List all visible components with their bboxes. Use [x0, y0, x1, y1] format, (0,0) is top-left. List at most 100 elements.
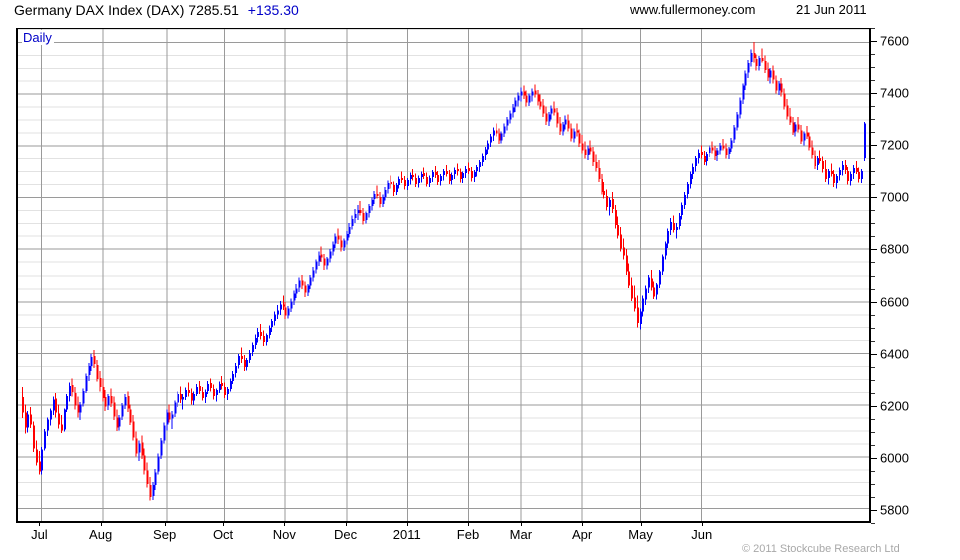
- candlestick-bar: [110, 395, 113, 404]
- candlestick-bar: [822, 161, 825, 170]
- candlestick-bar: [645, 288, 648, 300]
- y-tick-mark-minor: [871, 497, 875, 498]
- candlestick-bar: [473, 172, 476, 178]
- candlestick-bar: [298, 280, 301, 288]
- x-axis-tick-label: Mar: [509, 527, 533, 542]
- y-tick-mark-minor: [871, 28, 875, 29]
- candlestick-bar: [152, 485, 155, 497]
- x-tick-mark: [582, 522, 583, 526]
- candlestick-bar: [141, 442, 144, 456]
- candlestick-bar: [570, 128, 573, 139]
- candlestick-bar: [489, 136, 492, 143]
- candlestick-bar: [850, 174, 853, 182]
- candlestick-bar: [251, 345, 254, 353]
- candlestick-bar: [500, 133, 503, 141]
- x-tick-mark: [223, 522, 224, 526]
- candlestick-bar: [792, 122, 795, 133]
- y-tick-mark-major: [871, 145, 877, 146]
- y-axis-tick-label: 6400: [880, 346, 909, 362]
- candlestick-bar: [817, 158, 820, 166]
- candlestick-bar: [666, 230, 669, 244]
- candlestick-bar: [96, 364, 99, 379]
- candlestick-bar: [227, 388, 230, 394]
- candlestick-bar: [74, 392, 77, 406]
- candlestick-bar: [318, 255, 321, 262]
- y-tick-mark-major: [871, 249, 877, 250]
- candlestick-bar: [603, 191, 606, 195]
- candlestick-bar: [265, 335, 268, 343]
- candlestick-bar: [478, 162, 481, 168]
- y-tick-mark-minor: [871, 393, 875, 394]
- candlestick-bar: [634, 297, 637, 309]
- candlestick-bar: [769, 70, 772, 78]
- candlestick-bar: [567, 120, 570, 129]
- candlestick-bar: [343, 240, 346, 248]
- candlestick-bar: [384, 190, 387, 197]
- chart-plot-area: Daily: [16, 28, 871, 523]
- x-tick-mark: [521, 522, 522, 526]
- candlestick-bar: [475, 167, 478, 172]
- candlestick-bar: [486, 143, 489, 150]
- candlestick-bar: [651, 278, 654, 288]
- candlestick-bar: [323, 258, 326, 266]
- candlestick-bar: [484, 149, 487, 156]
- candlestick-bar: [553, 108, 556, 113]
- candlestick-bar: [237, 356, 240, 365]
- candlestick-bar: [856, 168, 859, 173]
- candlestick-bar: [337, 235, 340, 240]
- candlestick-bar: [210, 382, 213, 388]
- candlestick-bar: [742, 85, 745, 100]
- candlestick-bar: [750, 52, 753, 62]
- y-tick-mark-major: [871, 302, 877, 303]
- y-tick-mark-minor: [871, 80, 875, 81]
- candlestick-bar: [758, 57, 761, 66]
- candlestick-bar: [705, 154, 708, 162]
- candlestick-bar: [520, 91, 523, 96]
- x-tick-mark: [165, 522, 166, 526]
- candlestick-bar: [248, 353, 251, 360]
- candlestick-bar: [562, 124, 565, 132]
- y-tick-mark-minor: [871, 315, 875, 316]
- candlestick-bar: [730, 140, 733, 149]
- candlestick-bar: [185, 389, 188, 397]
- candlestick-bar: [683, 194, 686, 205]
- candlestick-bar: [658, 271, 661, 285]
- y-tick-mark-minor: [871, 380, 875, 381]
- x-axis-tick-label: Nov: [272, 527, 296, 542]
- candlestick-bar: [697, 153, 700, 159]
- candlestick-bar: [219, 383, 222, 390]
- candlestick-bar: [722, 145, 725, 149]
- candlestick-bar: [672, 222, 675, 230]
- candlestick-bar: [21, 396, 24, 413]
- candlestick-bar: [221, 382, 224, 386]
- candlestick-bar: [407, 180, 410, 187]
- y-tick-mark-minor: [871, 132, 875, 133]
- candlestick-bar: [656, 284, 658, 295]
- candlestick-bar: [180, 393, 183, 400]
- candlestick-bar: [509, 113, 512, 120]
- candlestick-bar: [230, 380, 232, 389]
- candlestick-bar: [268, 328, 271, 336]
- x-axis: Jul Aug Sep Oct Nov Dec 2011 Feb Mar Apr May Jun: [0, 522, 960, 547]
- candlestick-bar: [40, 449, 43, 471]
- y-tick-mark-minor: [871, 262, 875, 263]
- candlestick-bar: [24, 412, 27, 428]
- website-label: www.fullermoney.com: [630, 2, 756, 17]
- candlestick-bar: [393, 185, 396, 193]
- candlestick-bar: [276, 310, 279, 315]
- candlestick-bar: [423, 173, 426, 177]
- x-tick-mark: [346, 522, 347, 526]
- candlestick-bar: [270, 321, 273, 328]
- candlestick-bar: [864, 123, 867, 159]
- candlestick-bar: [581, 143, 584, 151]
- candlestick-bar: [373, 193, 376, 199]
- candlestick-bar: [736, 114, 739, 128]
- candlestick-bar: [733, 127, 736, 140]
- y-tick-mark-major: [871, 458, 877, 459]
- candlestick-bar: [450, 175, 453, 181]
- candlestick-bar: [99, 377, 102, 387]
- candlestick-bar: [534, 90, 537, 95]
- candlestick-bar: [401, 178, 404, 181]
- candlestick-bar: [703, 156, 706, 163]
- candlestick-bar: [135, 438, 138, 454]
